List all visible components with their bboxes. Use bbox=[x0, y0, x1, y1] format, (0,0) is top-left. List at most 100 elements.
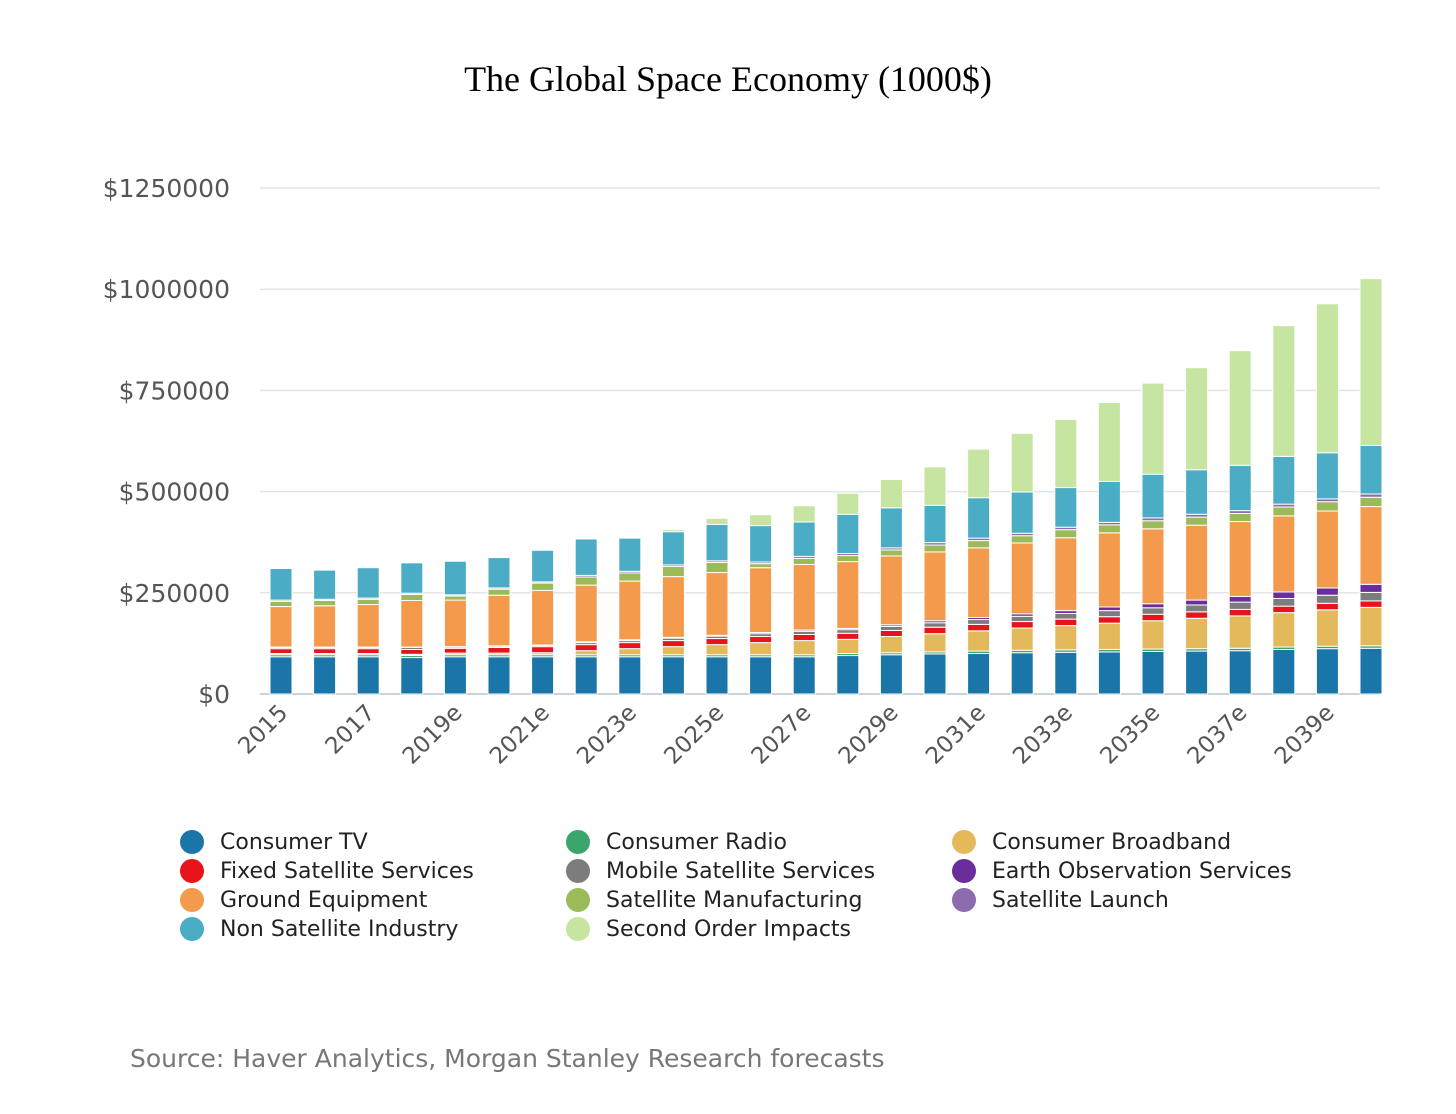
legend-label: Consumer Broadband bbox=[992, 829, 1232, 855]
bar-segment bbox=[1272, 597, 1296, 607]
legend-marker bbox=[180, 888, 204, 912]
bar-segment bbox=[269, 648, 293, 655]
bar-segment bbox=[792, 521, 816, 557]
bar-segment bbox=[1010, 535, 1034, 544]
x-tick-label: 2035e bbox=[1095, 700, 1165, 770]
bar-segment bbox=[661, 576, 685, 638]
bar-segment bbox=[1185, 367, 1209, 471]
bar-segment bbox=[1010, 542, 1034, 615]
legend-marker bbox=[566, 859, 590, 883]
bar-segment bbox=[1228, 521, 1252, 597]
bar-segment bbox=[1272, 648, 1296, 695]
bar-segment bbox=[923, 544, 947, 553]
legend-label: Satellite Manufacturing bbox=[606, 887, 863, 913]
bar-segment bbox=[1228, 350, 1252, 466]
y-tick-label: $250000 bbox=[119, 579, 230, 608]
x-tick-label: 2015 bbox=[233, 700, 293, 760]
bar-segment bbox=[574, 644, 598, 652]
x-tick-label: 2017 bbox=[321, 700, 381, 760]
bar-stack-2030e bbox=[923, 466, 947, 695]
legend-item: Mobile Satellite Services bbox=[566, 857, 875, 885]
bar-segment bbox=[1272, 515, 1296, 593]
bar-segment bbox=[1315, 648, 1339, 695]
bar-segment bbox=[923, 633, 947, 653]
x-tick-label: 2019e bbox=[398, 700, 468, 770]
bar-stack-2033e bbox=[1054, 419, 1078, 695]
bar-segment bbox=[1054, 618, 1078, 627]
legend-item: Ground Equipment bbox=[180, 886, 427, 914]
bar-segment bbox=[923, 622, 947, 628]
bar-stack-2015 bbox=[269, 568, 293, 695]
bar-segment bbox=[705, 644, 729, 656]
x-tick-label: 2037e bbox=[1183, 700, 1253, 770]
bar-segment bbox=[1315, 587, 1339, 596]
bar-segment bbox=[400, 648, 424, 655]
bar-segment bbox=[356, 656, 380, 695]
bar-segment bbox=[1185, 599, 1209, 606]
legend-item: Consumer TV bbox=[180, 828, 368, 856]
bar-segment bbox=[356, 567, 380, 599]
bar-segment bbox=[879, 478, 903, 509]
bar-segment bbox=[792, 640, 816, 656]
gridlines bbox=[260, 187, 1380, 695]
bar-segment bbox=[1228, 595, 1252, 603]
bar-stack-2016 bbox=[313, 569, 337, 695]
bar-segment bbox=[1185, 611, 1209, 619]
bar-segment bbox=[313, 599, 337, 607]
bar-segment bbox=[1272, 605, 1296, 614]
bar-segment bbox=[705, 523, 729, 562]
bar-segment bbox=[1228, 601, 1252, 610]
bar-segment bbox=[1010, 491, 1034, 534]
bar-segment bbox=[443, 656, 467, 695]
bar-segment bbox=[836, 655, 860, 695]
bar-segment bbox=[531, 582, 555, 591]
bar-segment bbox=[1141, 528, 1165, 605]
bar-stack-2027e bbox=[792, 505, 816, 695]
bar-stack-2034e bbox=[1097, 402, 1121, 695]
bar-segment bbox=[1097, 402, 1121, 482]
bar-segment bbox=[1272, 506, 1296, 517]
bar-segment bbox=[1359, 278, 1383, 446]
bar-stack-2040e bbox=[1359, 278, 1383, 695]
bar-segment bbox=[967, 497, 991, 539]
bar-segment bbox=[1272, 455, 1296, 505]
bar-segment bbox=[749, 563, 773, 569]
bar-segment bbox=[1141, 613, 1165, 622]
bar-segment bbox=[879, 555, 903, 626]
bar-segment bbox=[269, 606, 293, 648]
bar-segment bbox=[792, 557, 816, 565]
bar-segment bbox=[1315, 602, 1339, 611]
bar-segment bbox=[967, 619, 991, 625]
bar-segment bbox=[313, 605, 337, 648]
bar-segment bbox=[443, 647, 467, 654]
bar-segment bbox=[574, 656, 598, 695]
bar-segment bbox=[1054, 419, 1078, 489]
bar-segment bbox=[1054, 651, 1078, 695]
bar-segment bbox=[618, 642, 642, 650]
bar-segment bbox=[1054, 487, 1078, 528]
bar-segment bbox=[443, 560, 467, 596]
bar-segment bbox=[836, 638, 860, 655]
bar-segment bbox=[1097, 606, 1121, 612]
bar-segment bbox=[618, 580, 642, 641]
y-tick-label: $1250000 bbox=[103, 174, 230, 203]
bar-segment bbox=[574, 650, 598, 656]
bar-segment bbox=[879, 549, 903, 557]
legend-marker bbox=[952, 888, 976, 912]
bar-segment bbox=[923, 626, 947, 635]
bar-segment bbox=[749, 525, 773, 563]
bar-segment bbox=[618, 537, 642, 572]
bar-segment bbox=[1359, 591, 1383, 602]
bar-segment bbox=[443, 595, 467, 601]
bar-segment bbox=[1054, 537, 1078, 612]
bar-segment bbox=[1315, 501, 1339, 512]
bar-segment bbox=[661, 646, 685, 656]
bar-segment bbox=[1185, 617, 1209, 650]
bar-segment bbox=[313, 648, 337, 655]
bar-segment bbox=[1010, 615, 1034, 623]
bar-segment bbox=[792, 505, 816, 523]
legend-label: Ground Equipment bbox=[220, 887, 428, 913]
source-note: Source: Haver Analytics, Morgan Stanley … bbox=[130, 1044, 885, 1073]
bar-segment bbox=[836, 561, 860, 629]
bar-segment bbox=[1185, 650, 1209, 695]
